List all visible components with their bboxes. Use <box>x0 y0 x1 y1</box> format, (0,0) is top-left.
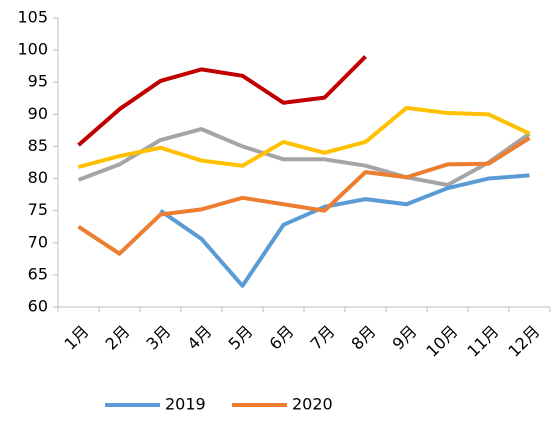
y-tick-label: 75 <box>28 200 48 219</box>
series-line <box>77 127 531 187</box>
y-tick-label: 65 <box>28 264 48 283</box>
x-tick-label: 6月 <box>266 322 298 354</box>
y-tick-label: 85 <box>28 136 48 155</box>
legend-label: 2019 <box>165 395 206 414</box>
x-tick-label: 2月 <box>102 322 134 354</box>
series-line <box>77 105 531 169</box>
series-line <box>77 136 531 256</box>
y-tick-label: 90 <box>28 104 48 123</box>
y-tick-label: 95 <box>28 72 48 91</box>
y-tick-label: 70 <box>28 232 48 251</box>
y-tick-label: 80 <box>28 168 48 187</box>
x-tick-label: 8月 <box>348 322 380 354</box>
x-tick-label: 4月 <box>184 322 216 354</box>
legend-label: 2020 <box>292 395 333 414</box>
y-tick-label: 105 <box>17 8 48 27</box>
y-tick-label: 60 <box>28 297 48 316</box>
x-tick-label: 10月 <box>422 322 461 361</box>
x-tick-label: 3月 <box>143 322 175 354</box>
x-tick-label: 12月 <box>504 322 543 361</box>
x-tick-label: 9月 <box>389 322 421 354</box>
x-tick-label: 1月 <box>61 322 93 354</box>
series-line <box>77 55 367 147</box>
x-tick-label: 5月 <box>225 322 257 354</box>
series-line <box>159 173 530 288</box>
y-tick-label: 100 <box>17 40 48 59</box>
x-tick-label: 11月 <box>463 322 502 361</box>
x-tick-label: 7月 <box>307 322 339 354</box>
